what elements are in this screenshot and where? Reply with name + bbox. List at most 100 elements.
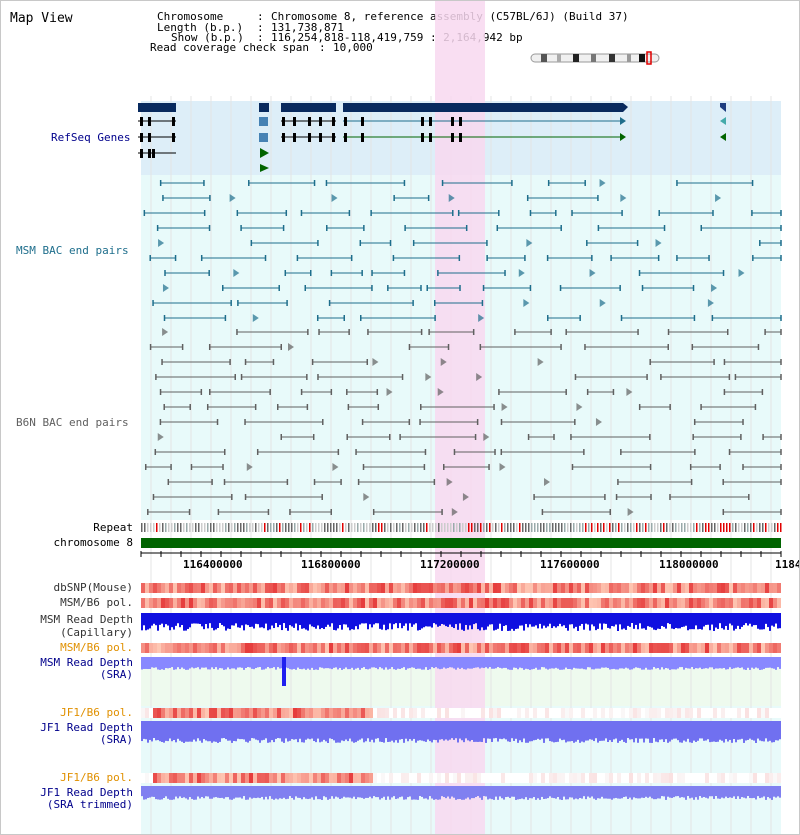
track-label-repeat[interactable]: Repeat	[93, 521, 133, 534]
repeat-track[interactable]	[141, 523, 782, 532]
depth-bar	[765, 657, 767, 668]
track-label-msm-b6-pol-2[interactable]: MSM/B6 pol.	[60, 641, 133, 654]
depth-bar	[687, 613, 689, 631]
heat-cell	[473, 708, 477, 718]
depth-bar	[269, 721, 271, 743]
track-label-jf1-depth-sra[interactable]: JF1 Read Depth	[40, 721, 133, 734]
heat-cell	[285, 773, 289, 783]
track-label-msm-depth-cap[interactable]: MSM Read Depth	[40, 613, 133, 626]
depth-bar	[697, 657, 699, 669]
depth-bar	[671, 721, 673, 740]
depth-bar	[243, 721, 245, 740]
depth-bar	[221, 721, 223, 739]
depth-bar	[447, 721, 449, 741]
depth-bar	[205, 613, 207, 625]
depth-bar	[693, 613, 695, 630]
repeat-mark	[183, 523, 185, 532]
depth-bar	[547, 786, 549, 799]
depth-bar	[639, 613, 641, 624]
track-label-jf1-depth-trim[interactable]: JF1 Read Depth	[40, 786, 133, 799]
heat-cell	[605, 598, 609, 608]
track-label-b6n-bac[interactable]: B6N BAC end pairs	[16, 416, 129, 429]
track-label-msm-bac[interactable]: MSM BAC end pairs	[16, 244, 129, 257]
refseq-genes-track[interactable]	[138, 103, 726, 172]
coverage-label: Read coverage check span	[150, 41, 309, 54]
depth-bar	[545, 721, 547, 739]
track-label-jf1-depth-sra-sub[interactable]: (SRA)	[99, 733, 133, 746]
track-label-msm-depth-sra[interactable]: MSM Read Depth	[40, 656, 133, 669]
depth-bar	[449, 613, 451, 625]
track-label-jf1-b6-pol-2[interactable]: JF1/B6 pol.	[60, 771, 133, 784]
msm-bac-marker	[448, 194, 455, 202]
depth-bar	[187, 657, 189, 670]
track-label-msm-b6-pol-1[interactable]: MSM/B6 pol.	[60, 596, 133, 609]
depth-bar	[667, 657, 669, 669]
msm-bac-track[interactable]	[143, 179, 782, 322]
depth-bar	[203, 721, 205, 740]
depth-bar	[243, 786, 245, 797]
depth-bar	[301, 721, 303, 743]
depth-bar	[455, 786, 457, 800]
depth-bar	[181, 786, 183, 798]
track-label-chromosome[interactable]: chromosome 8	[53, 536, 133, 549]
exon	[308, 133, 311, 142]
track-label-msm-depth-sra-sub[interactable]: (SRA)	[99, 668, 133, 681]
track-label-jf1-b6-pol-1[interactable]: JF1/B6 pol.	[60, 706, 133, 719]
repeat-mark	[288, 523, 290, 532]
depth-bar	[525, 721, 527, 743]
depth-bar	[257, 613, 259, 625]
depth-bar	[677, 613, 679, 629]
depth-bar	[403, 721, 405, 743]
heat-cell	[509, 583, 513, 593]
track-label-jf1-depth-trim-sub[interactable]: (SRA trimmed)	[46, 798, 133, 811]
depth-bar	[705, 613, 707, 625]
heat-cell	[285, 708, 289, 718]
heat-cell	[405, 708, 409, 718]
depth-bar	[613, 786, 615, 799]
heat-cell	[505, 583, 509, 593]
chromosome-ideogram[interactable]	[530, 51, 660, 65]
heat-cell	[505, 773, 509, 783]
heat-cell	[493, 643, 497, 653]
repeat-mark	[405, 523, 407, 532]
depth-bar	[707, 657, 709, 669]
heat-tracks[interactable]	[141, 583, 781, 800]
depth-bar	[265, 721, 267, 739]
heat-cell	[617, 773, 621, 783]
track-label-refseq[interactable]: RefSeq Genes	[51, 131, 131, 144]
depth-bar	[649, 613, 651, 627]
heat-cell	[301, 773, 305, 783]
heat-cell	[193, 583, 197, 593]
heat-cell	[489, 773, 493, 783]
heat-cell	[257, 583, 261, 593]
depth-bar	[281, 613, 283, 631]
depth-bar	[735, 721, 737, 743]
depth-bar	[581, 786, 583, 799]
repeat-mark	[462, 523, 464, 532]
depth-bar	[295, 786, 297, 797]
repeat-mark	[699, 523, 701, 532]
chromosome-bar-track[interactable]	[140, 538, 782, 557]
heat-cell	[649, 598, 653, 608]
repeat-mark	[564, 523, 566, 532]
exon	[361, 133, 364, 142]
heat-cell	[597, 598, 601, 608]
depth-bar	[191, 721, 193, 742]
heat-cell	[361, 643, 365, 653]
depth-bar	[569, 613, 571, 625]
track-label-dbsnp[interactable]: dbSNP(Mouse)	[53, 581, 133, 594]
depth-bar	[585, 721, 587, 741]
heat-cell	[625, 583, 629, 593]
heat-cell	[233, 598, 237, 608]
exon	[429, 133, 432, 142]
depth-bar	[363, 786, 365, 799]
heat-cell	[433, 643, 437, 653]
depth-bar	[679, 657, 681, 668]
track-label-msm-depth-cap-sub[interactable]: (Capillary)	[60, 626, 133, 639]
b6n-bac-track[interactable]	[144, 328, 782, 516]
depth-bar	[371, 613, 373, 628]
heat-cell	[413, 643, 417, 653]
depth-bar	[231, 613, 233, 626]
